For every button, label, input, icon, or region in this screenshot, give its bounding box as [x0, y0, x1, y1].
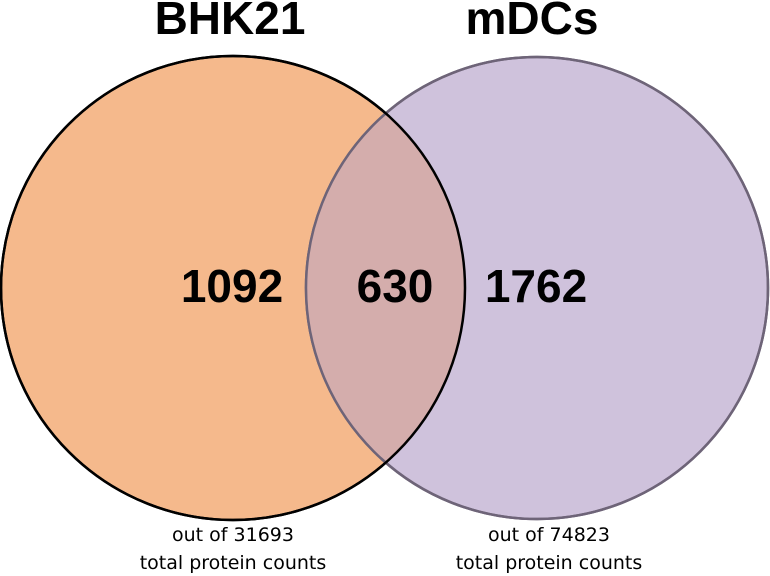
mdcs-unique-count: 1762	[485, 260, 587, 312]
bhk21-title: BHK21	[155, 0, 306, 44]
mdcs-circle-outline	[304, 55, 770, 521]
intersection-count: 630	[357, 260, 434, 312]
bhk21-circle-outline	[0, 54, 467, 522]
bhk21-note-line-1: out of 31693	[172, 524, 294, 546]
mdcs-title: mDCs	[466, 0, 599, 44]
mdcs-note-line-2: total protein counts	[456, 552, 643, 574]
intersection-region	[306, 57, 465, 519]
mdcs-note-line-1: out of 74823	[488, 524, 610, 546]
bhk21-unique-count: 1092	[181, 260, 283, 312]
bhk21-note-line-2: total protein counts	[140, 552, 327, 574]
